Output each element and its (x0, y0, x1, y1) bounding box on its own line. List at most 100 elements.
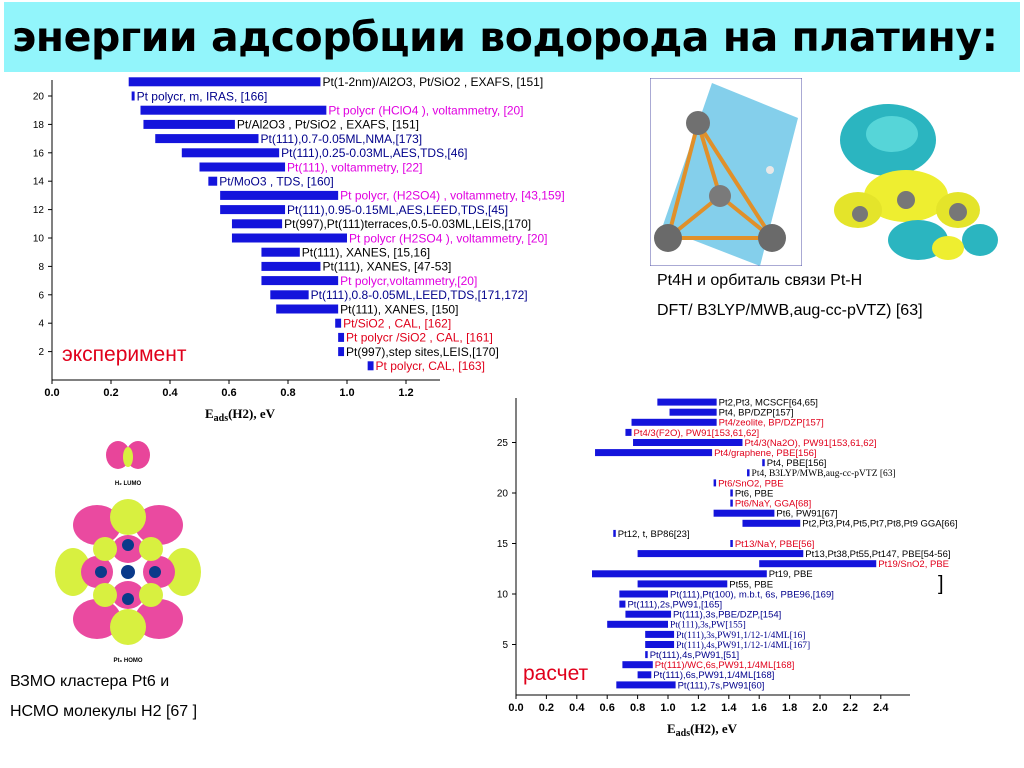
y-tick-label: 5 (502, 640, 508, 651)
experiment-x-axis-label: Eads(H2), eV (205, 406, 276, 424)
bar-24 (645, 630, 675, 638)
bar-1 (128, 77, 321, 87)
bar-27 (622, 661, 653, 669)
bar-label-24: Pt(111),3s,PW91,1/12-1/4ML[16] (676, 630, 805, 641)
bar-label-6: Pt(111),0.25-0.03ML,AES,TDS,[46] (281, 146, 467, 160)
bar-2 (669, 408, 717, 416)
bar-label-11: Pt6/NaY, GGA[68] (735, 499, 811, 510)
bar-label-21: Pt(111),2s,PW91,[165] (627, 600, 722, 611)
calculation-label: расчет (523, 662, 589, 685)
x-tick-label: 1.8 (782, 702, 797, 714)
y-tick-label: 18 (33, 120, 45, 131)
bar-label-16: Pt13,Pt38,Pt55,Pt147, PBE[54-56] (805, 549, 950, 560)
bar-label-11: Pt(997),Pt(111)terraces,0.5-0.03ML,LEIS,… (284, 217, 531, 231)
bar-12 (713, 509, 775, 517)
y-tick-label: 20 (497, 489, 509, 500)
bar-label-20: Pt(111),Pt(100), m.b.t, 6s, PBE96,[169] (670, 589, 834, 600)
bar-14 (613, 529, 616, 537)
bar-14 (261, 261, 321, 271)
bar-label-9: Pt6/SnO2, PBE (718, 478, 783, 489)
bar-8 (747, 469, 750, 477)
bar-label-21: Pt polycr, CAL, [163] (376, 359, 485, 373)
bar-18 (592, 570, 767, 578)
bar-4 (625, 428, 632, 436)
calculation-x-axis-label: Eads(H2), eV (667, 721, 738, 739)
bar-11 (231, 219, 283, 229)
y-tick-label: 6 (38, 290, 44, 301)
y-tick-label: 12 (33, 205, 45, 216)
orbital-images: H₂ LUMO Pt₆ HOMO (55, 441, 201, 664)
y-tick-label: 25 (497, 438, 509, 449)
bar-label-25: Pt(111),4s,PW91,1/12-1/4ML[167] (676, 640, 810, 651)
bar-label-27: Pt(111)/WC,6s,PW91,1/4ML[168] (655, 660, 795, 671)
bar-2 (131, 91, 135, 101)
pt6-homo-label: Pt₆ HOMO (113, 658, 142, 664)
bar-label-1: Pt(1-2nm)/Al2O3, Pt/SiO2 , EXAFS, [151] (322, 75, 543, 89)
x-tick-label: 0.6 (221, 387, 236, 399)
y-tick-label: 8 (38, 262, 44, 273)
bar-7 (762, 459, 765, 467)
bar-label-2: Pt4, BP/DZP[157] (719, 408, 794, 419)
bar-17 (759, 560, 877, 568)
y-tick-label: 20 (33, 92, 45, 103)
bar-label-29: Pt(111),7s,PW91[60] (678, 680, 765, 691)
x-tick-label: 0.2 (103, 387, 118, 399)
x-tick-label: 0.8 (280, 387, 295, 399)
bar-label-3: Pt4/zeolite, BP/DZP[157] (719, 418, 824, 429)
bar-17 (276, 304, 339, 314)
x-tick-label: 0.4 (569, 702, 585, 714)
bar-4 (143, 119, 235, 129)
y-tick-label: 10 (497, 590, 509, 601)
bar-22 (625, 610, 672, 618)
x-tick-label: 1.4 (721, 702, 737, 714)
bar-label-14: Pt(111), XANES, [47-53] (322, 260, 451, 274)
bar-label-3: Pt polycr (HClO4 ), voltammetry, [20] (328, 104, 523, 118)
bar-label-12: Pt6, PW91[67] (776, 509, 837, 520)
bar-label-5: Pt(111),0.7-0.05ML,NMA,[173] (261, 132, 423, 146)
pt4h-caption-line1: Pt4H и орбиталь связи Pt-H (657, 272, 863, 289)
bar-16 (637, 550, 804, 558)
pt4h-structure-image (650, 78, 802, 266)
bar-13 (742, 519, 801, 527)
bar-label-17: Pt(111), XANES, [150] (340, 302, 458, 316)
bar-15 (261, 276, 339, 286)
bar-label-10: Pt6, PBE (735, 488, 774, 499)
h2-lumo-label: H₂ LUMO (115, 481, 142, 487)
bar-label-5: Pt4/3(Na2O), PW91[153,61,62] (744, 438, 876, 449)
bar-label-9: Pt polycr, (H2SO4) , voltammetry, [43,15… (340, 189, 565, 203)
bar-label-7: Pt(111), voltammetry, [22] (287, 160, 422, 174)
bar-label-4: Pt4/3(F2O), PW91[153,61,62] (634, 428, 760, 439)
x-tick-label: 0.2 (539, 702, 554, 714)
bar-11 (730, 499, 733, 507)
bar-label-12: Pt polycr (H2SO4 ), voltammetry, [20] (349, 231, 548, 245)
bar-label-26: Pt(111),4s,PW91,[51] (650, 650, 739, 661)
bar-label-19: Pt55, PBE (729, 579, 773, 590)
x-tick-label: 2.2 (843, 702, 858, 714)
bar-26 (645, 651, 648, 659)
y-tick-label: 4 (38, 319, 44, 330)
bar-15 (730, 540, 733, 547)
bar-10 (220, 205, 286, 215)
bar-label-6: Pt4/graphene, PBE[156] (714, 448, 816, 459)
bar-label-23: Pt(111),3s,PW[155] (670, 620, 746, 631)
bar-label-8: Pt/MoO3 , TDS, [160] (219, 175, 334, 189)
bar-29 (616, 681, 676, 689)
title-bar: энергии адсорбции водорода на платину: (4, 2, 1020, 72)
x-tick-label: 0.0 (44, 387, 59, 399)
pt6-caption-line1: ВЗМО кластера Pt6 и (10, 673, 170, 690)
bar-label-15: Pt polycr,voltammetry,[20] (340, 274, 477, 288)
x-tick-label: 1.0 (660, 702, 675, 714)
bar-10 (730, 489, 733, 497)
bar-19 (338, 332, 345, 342)
bar-label-17: Pt19/SnO2, PBE (878, 559, 949, 570)
bar-9 (713, 479, 717, 487)
bar-12 (231, 233, 347, 243)
pt-h-orbital-image (808, 100, 1004, 270)
bar-18 (335, 318, 342, 328)
bar-19 (637, 580, 728, 588)
y-tick-label: 14 (33, 177, 45, 188)
bar-label-20: Pt(997),step sites,LEIS,[170] (346, 345, 499, 359)
y-tick-label: 15 (497, 539, 509, 550)
bar-label-18: Pt19, PBE (769, 569, 813, 580)
x-tick-label: 1.6 (752, 702, 767, 714)
